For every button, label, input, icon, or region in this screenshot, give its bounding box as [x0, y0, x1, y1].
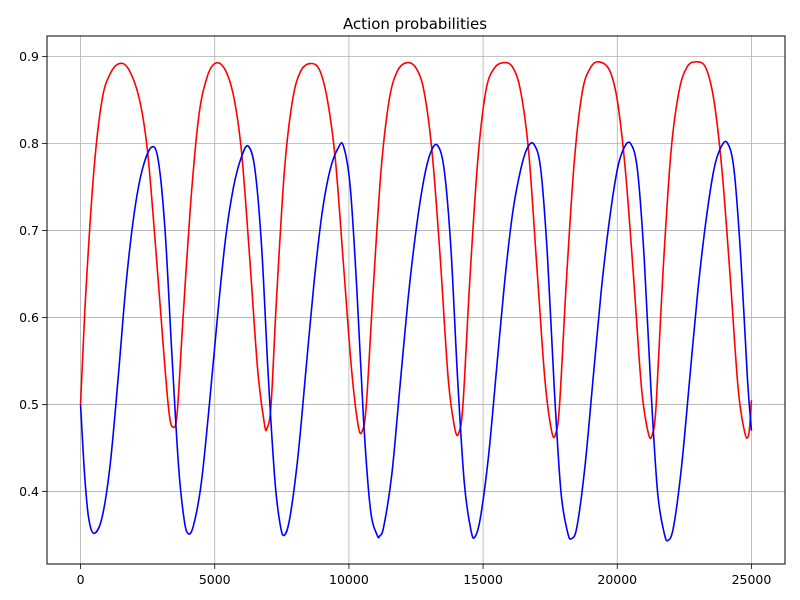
x-tick-label: 15000 — [463, 572, 503, 587]
x-tick-label: 20000 — [597, 572, 637, 587]
x-tick-label: 10000 — [329, 572, 369, 587]
y-tick-label: 0.9 — [19, 49, 39, 64]
y-tick-label: 0.5 — [19, 397, 39, 412]
y-tick-label: 0.6 — [19, 310, 39, 325]
x-tick-label: 5000 — [199, 572, 231, 587]
series-lines — [79, 61, 753, 542]
chart-title: Action probabilities — [343, 15, 487, 33]
y-tick-label: 0.8 — [19, 136, 39, 151]
blue-series-line — [79, 140, 753, 542]
x-tick-label: 25000 — [732, 572, 772, 587]
red-series-line — [79, 61, 753, 440]
axis-ticks: 0 5000 10000 15000 20000 25000 0.4 0.5 0.6 0.7 0.8… — [19, 49, 771, 587]
y-tick-label: 0.7 — [19, 223, 39, 238]
plot-frame — [46, 35, 786, 565]
x-tick-label: 0 — [77, 572, 85, 587]
y-tick-label: 0.4 — [19, 484, 39, 499]
